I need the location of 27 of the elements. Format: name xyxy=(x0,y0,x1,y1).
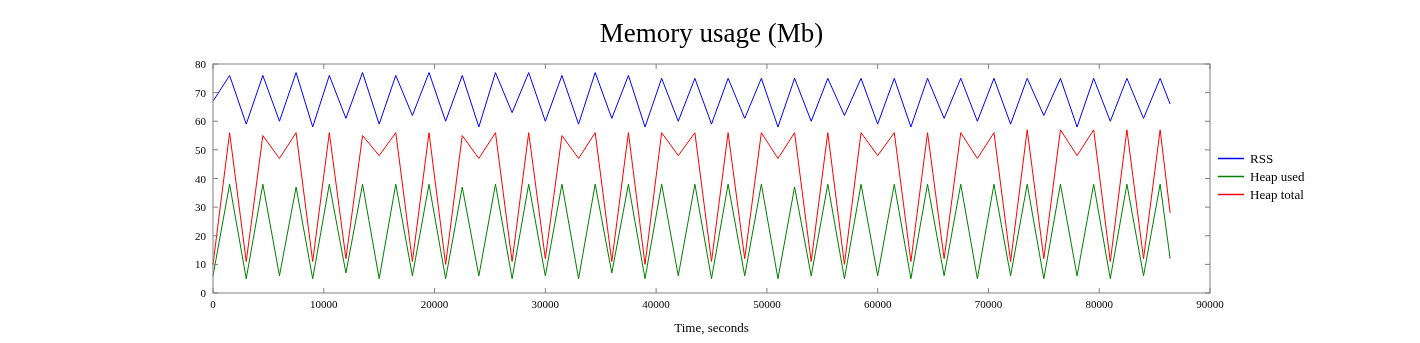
x-tick-label: 70000 xyxy=(974,298,1003,310)
x-tick-label: 30000 xyxy=(531,298,560,310)
y-tick-label: 70 xyxy=(195,86,207,99)
y-tick-label: 30 xyxy=(195,201,207,214)
line-series xyxy=(212,183,1171,280)
x-tick-label: 0 xyxy=(210,298,217,310)
x-tick-label: 90000 xyxy=(1196,298,1225,310)
legend-label: Heap total xyxy=(1250,186,1305,202)
x-tick-label: 60000 xyxy=(863,298,892,310)
x-axis-title: Time, seconds xyxy=(674,320,749,335)
x-tick-label: 40000 xyxy=(642,298,671,310)
y-tick-label: 40 xyxy=(195,172,207,185)
y-tick-label: 20 xyxy=(195,229,207,242)
y-tick-label: 80 xyxy=(195,58,207,70)
chart-title: Memory usage (Mb) xyxy=(599,18,824,48)
legend-label: Heap used xyxy=(1250,168,1306,184)
legend-label: RSS xyxy=(1250,150,1274,166)
x-tick-label: 50000 xyxy=(753,298,782,310)
y-tick-label: 0 xyxy=(200,287,207,299)
x-tick-label: 80000 xyxy=(1085,298,1114,310)
x-tick-label: 10000 xyxy=(310,298,339,310)
line-series xyxy=(212,72,1171,128)
y-tick-label: 60 xyxy=(195,115,207,128)
y-tick-label: 50 xyxy=(195,143,207,156)
line-series xyxy=(212,129,1171,265)
x-tick-label: 20000 xyxy=(420,298,449,310)
y-tick-label: 10 xyxy=(195,258,207,271)
